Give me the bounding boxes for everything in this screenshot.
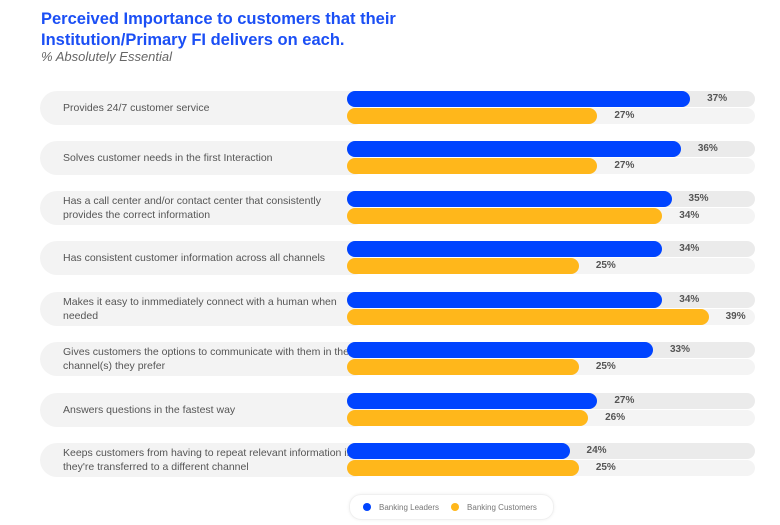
bar-track: 36% <box>347 141 755 157</box>
category-pill: Makes it easy to inmmediately connect wi… <box>40 292 370 326</box>
category-label: Makes it easy to inmmediately connect wi… <box>63 296 337 322</box>
bar-leaders <box>347 443 570 459</box>
category-label: Answers questions in the fastest way <box>63 404 236 416</box>
data-label: 25% <box>595 462 616 473</box>
data-label: 26% <box>605 412 626 423</box>
bar-track: 39% <box>347 309 755 325</box>
bar-leaders <box>347 241 663 257</box>
legend: Banking Leaders Banking Customers <box>349 494 554 520</box>
category-label: Gives customers the options to communica… <box>63 346 349 372</box>
bar-track: 25% <box>347 258 755 274</box>
category-label: Has consistent customer information acro… <box>63 252 326 264</box>
bar-customers <box>347 460 579 476</box>
bar-track: 27% <box>347 158 755 174</box>
bar-customers <box>347 410 589 426</box>
chart-row: Keeps customers from having to repeat re… <box>40 443 756 477</box>
legend-dot-leaders <box>363 503 371 511</box>
data-label: 39% <box>725 311 746 322</box>
bar-customers <box>347 208 663 224</box>
bar-track: 24% <box>347 443 755 459</box>
data-label: 33% <box>670 344 691 355</box>
category-label: Solves customer needs in the first Inter… <box>63 152 273 164</box>
data-label: 36% <box>697 143 718 154</box>
legend-label-customers: Banking Customers <box>467 502 537 512</box>
bar-track: 34% <box>347 208 755 224</box>
category-label: Provides 24/7 customer service <box>63 102 210 114</box>
bar-leaders <box>347 342 653 358</box>
bar-leaders <box>347 141 681 157</box>
bar-track: 37% <box>347 91 755 107</box>
data-label: 24% <box>586 445 607 456</box>
chart-row: Provides 24/7 customer service 37% 27% <box>40 91 756 125</box>
data-label: 27% <box>614 160 635 171</box>
chart-row: Solves customer needs in the first Inter… <box>40 141 756 175</box>
bar-customers <box>347 309 709 325</box>
bar-leaders <box>347 91 691 107</box>
bar-track: 26% <box>347 410 755 426</box>
category-pill: Solves customer needs in the first Inter… <box>40 141 370 175</box>
data-label: 34% <box>679 210 700 221</box>
category-pill: Answers questions in the fastest way <box>40 393 370 427</box>
chart-subtitle: % Absolutely Essential <box>41 49 173 64</box>
bar-track: 27% <box>347 393 755 409</box>
legend-dot-customers <box>451 503 460 511</box>
chart-row: Answers questions in the fastest way 27%… <box>40 393 756 427</box>
bar-track: 35% <box>347 191 755 207</box>
bar-customers <box>347 359 579 375</box>
data-label: 34% <box>679 294 700 305</box>
bar-leaders <box>347 393 598 409</box>
category-pill: Has a call center and/or contact center … <box>40 191 370 225</box>
category-pill: Keeps customers from having to repeat re… <box>40 443 370 477</box>
data-label: 27% <box>614 395 635 406</box>
chart-title: Perceived Importance to customers that t… <box>41 10 396 49</box>
chart-row: Gives customers the options to communica… <box>40 342 756 376</box>
bar-customers <box>347 258 579 274</box>
bar-track: 33% <box>347 342 755 358</box>
bar-track: 34% <box>347 241 755 257</box>
category-pill: Provides 24/7 customer service <box>40 91 370 125</box>
bar-track: 34% <box>347 292 755 308</box>
bar-leaders <box>347 292 663 308</box>
bar-track: 25% <box>347 359 755 375</box>
chart-row: Has a call center and/or contact center … <box>40 191 756 225</box>
category-label: Keeps customers from having to repeat re… <box>63 447 350 473</box>
bar-customers <box>347 108 598 124</box>
bar-track: 25% <box>347 460 755 476</box>
data-label: 35% <box>688 193 709 204</box>
bar-leaders <box>347 191 672 207</box>
bar-track: 27% <box>347 108 755 124</box>
data-label: 27% <box>614 110 635 121</box>
bar-customers <box>347 158 598 174</box>
category-pill: Has consistent customer information acro… <box>40 241 370 275</box>
category-label: Has a call center and/or contact center … <box>63 195 321 221</box>
data-label: 25% <box>595 260 616 271</box>
category-pill: Gives customers the options to communica… <box>40 342 370 376</box>
legend-label-leaders: Banking Leaders <box>379 502 440 512</box>
chart-row: Makes it easy to inmmediately connect wi… <box>40 292 756 326</box>
chart-row: Has consistent customer information acro… <box>40 241 756 275</box>
data-label: 34% <box>679 243 700 254</box>
data-label: 25% <box>595 361 616 372</box>
data-label: 37% <box>707 93 728 104</box>
